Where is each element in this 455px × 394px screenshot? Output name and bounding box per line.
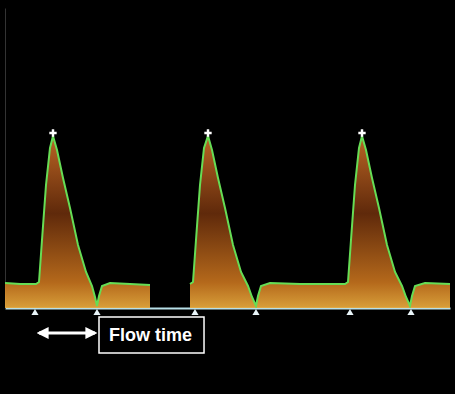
y-axis-line	[5, 9, 6, 309]
peak-marker	[358, 129, 365, 136]
peak-marker	[204, 129, 211, 136]
spectrum-area	[5, 136, 450, 308]
plot: Flow time	[5, 9, 451, 354]
y-axis	[5, 9, 6, 309]
peak-markers	[49, 129, 365, 136]
baseline-mark	[252, 309, 259, 315]
baseline-marks	[31, 309, 414, 315]
baseline-mark	[407, 309, 414, 315]
baseline-mark	[93, 309, 100, 315]
baseline-mark	[346, 309, 353, 315]
data-layer	[5, 136, 450, 308]
annotation-text: Flow time	[109, 325, 192, 345]
envelope-line	[5, 136, 450, 306]
x-axis	[6, 308, 451, 309]
baseline-mark	[31, 309, 38, 315]
annotation: Flow time	[39, 317, 204, 353]
label-box	[99, 317, 204, 353]
baseline-mark	[191, 309, 198, 315]
background	[0, 0, 455, 394]
chart: Flow time	[0, 0, 455, 394]
flow-time-arrow	[39, 332, 95, 335]
peak-marker	[49, 129, 56, 136]
